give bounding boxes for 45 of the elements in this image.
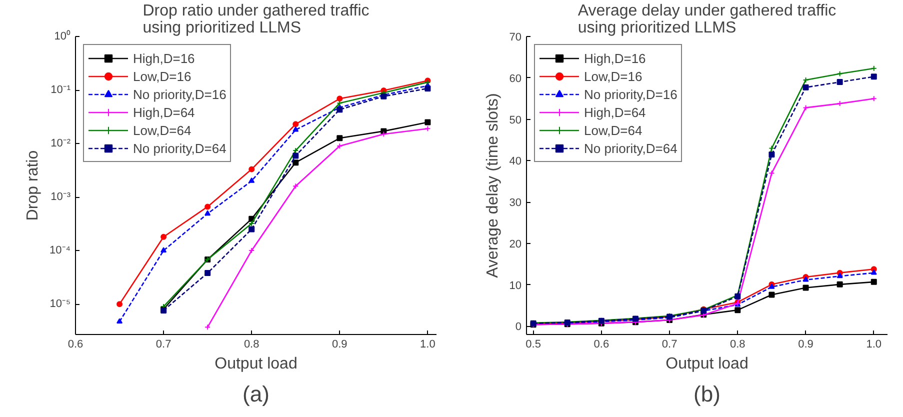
y-tick-label: 20: [509, 238, 522, 250]
y-tick-label: 10: [509, 280, 522, 292]
legend-label: No priority,D=16: [584, 86, 678, 103]
y-tick-label: 40: [509, 156, 522, 168]
y-tick-label: 30: [509, 197, 522, 210]
x-tick-label: 0.7: [156, 338, 172, 350]
x-tick-label: 1.0: [866, 338, 882, 350]
legend-label: High,D=64: [133, 104, 195, 121]
x-tick-label: 0.5: [526, 338, 541, 350]
legend-label: No priority,D=16: [133, 86, 226, 103]
y-tick-label: 10⁻⁵: [50, 298, 70, 310]
legend-label: No priority,D=64: [584, 140, 678, 157]
y-axis-title: Drop ratio: [24, 150, 42, 221]
x-tick-label: 0.8: [730, 338, 746, 350]
text: (b): [694, 382, 720, 406]
y-tick-label: 10⁻²: [50, 138, 71, 150]
legend-label: Low,D=16: [133, 68, 192, 85]
x-tick-label: 0.7: [662, 338, 678, 350]
legend-label: High,D=64: [584, 104, 646, 121]
x-tick-label: 0.9: [798, 338, 814, 350]
legend-label: High,D=16: [133, 50, 195, 67]
legend-label: Low,D=16: [584, 68, 642, 85]
y-tick-label: 50: [509, 114, 522, 126]
y-tick-label: 70: [509, 32, 522, 44]
text: (a): [242, 382, 270, 406]
x-axis-title: Output load: [666, 356, 748, 372]
y-tick-label: 10⁰: [54, 30, 71, 42]
y-tick-label: 10⁻¹: [50, 84, 71, 96]
y-axis-title: Average delay (time slots): [484, 93, 502, 278]
y-tick-label: 10⁻⁴: [50, 244, 71, 257]
y-tick-label: 0: [515, 321, 522, 334]
y-tick-label: 60: [509, 72, 522, 85]
legend-label: High,D=16: [584, 50, 646, 67]
legend-label: Low,D=64: [584, 122, 642, 139]
x-tick-label: 0.6: [594, 338, 610, 350]
legend-label: Low,D=64: [133, 122, 192, 139]
x-axis-title: Output load: [214, 356, 298, 372]
y-tick-label: 10⁻³: [50, 191, 71, 204]
legend-label: No priority,D=64: [133, 140, 226, 157]
chart-title: Drop ratio under gathered traffic using prioritized LLMS: [142, 2, 370, 36]
x-tick-label: 1.0: [420, 338, 436, 350]
x-tick-label: 0.9: [332, 338, 348, 350]
chart-title: Average delay under gathered traffic using prioritized LLMS: [578, 2, 836, 36]
x-tick-label: 0.6: [68, 338, 84, 350]
x-tick-label: 0.8: [244, 338, 260, 350]
